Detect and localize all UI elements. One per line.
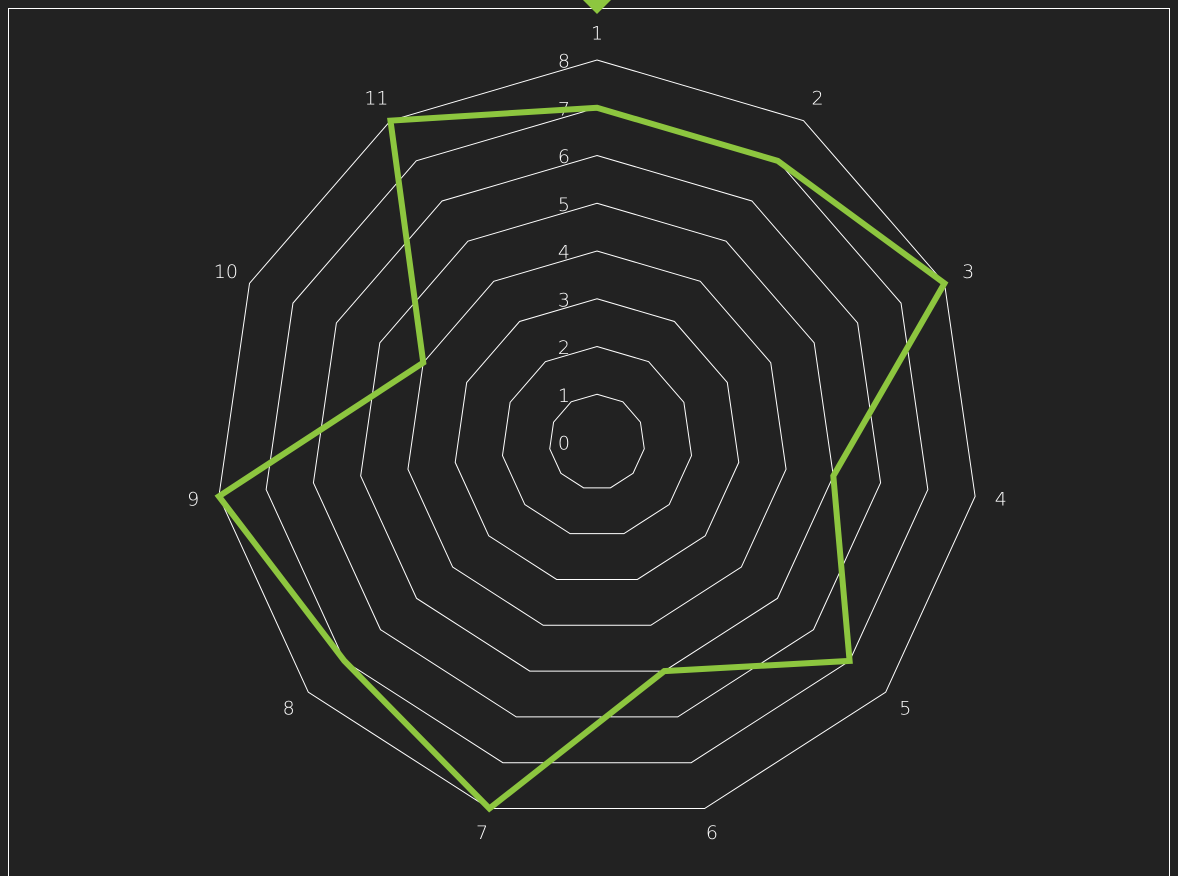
r-tick-label: 3 [558, 289, 570, 311]
category-label: 11 [364, 87, 388, 109]
grid-ring [218, 59, 976, 810]
marker [583, 0, 611, 14]
category-label: 4 [995, 489, 1007, 511]
category-label: 5 [899, 698, 911, 720]
r-tick-label: 2 [558, 337, 570, 359]
r-tick-label: 0 [558, 433, 570, 455]
frame [8, 8, 1170, 876]
r-tick-label: 1 [558, 385, 570, 407]
grid-ring [407, 250, 787, 626]
category-label: 3 [962, 261, 974, 283]
category-label: 2 [812, 87, 824, 109]
category-label: 9 [187, 489, 199, 511]
series-line [214, 104, 949, 813]
grid-ring [501, 345, 693, 535]
category-label: 8 [283, 698, 295, 720]
grid-ring [454, 298, 740, 580]
grid-ring [360, 202, 834, 672]
category-label: 10 [214, 261, 238, 283]
grid-ring [265, 107, 929, 764]
r-tick-label: 6 [558, 146, 570, 168]
category-label: 1 [591, 23, 603, 45]
r-tick-label: 4 [558, 242, 570, 264]
r-tick-label: 8 [558, 51, 570, 73]
r-tick-label: 5 [558, 194, 570, 216]
category-label: 6 [706, 822, 718, 844]
grid-ring [312, 154, 882, 718]
category-label: 7 [476, 822, 488, 844]
grid-ring [549, 393, 645, 489]
